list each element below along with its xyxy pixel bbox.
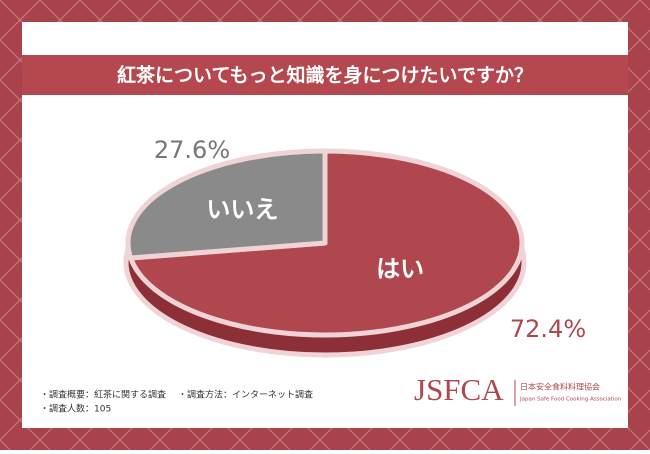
title-banner [22,55,628,95]
pie-slice [125,148,328,261]
slice-label: いいえ [206,195,278,223]
slice-label: はい [376,255,424,283]
value-label: 72.4% [510,315,586,343]
pie [123,148,527,358]
logo-mark: JSFCA [414,372,504,407]
note: ・調査概要：紅茶に関する調査 [40,389,166,401]
chart-title: 紅茶についてもっと知識を身につけたいですか？ [117,64,533,87]
logo-name-en: Japan Safe Food Cooking Association [519,397,622,403]
note: ・調査方法：インターネット調査 [178,389,313,401]
value-label: 27.6% [154,136,230,164]
note: ・調査人数：105 [40,403,111,415]
logo-name: 日本安全食料料理協会 [520,382,600,392]
